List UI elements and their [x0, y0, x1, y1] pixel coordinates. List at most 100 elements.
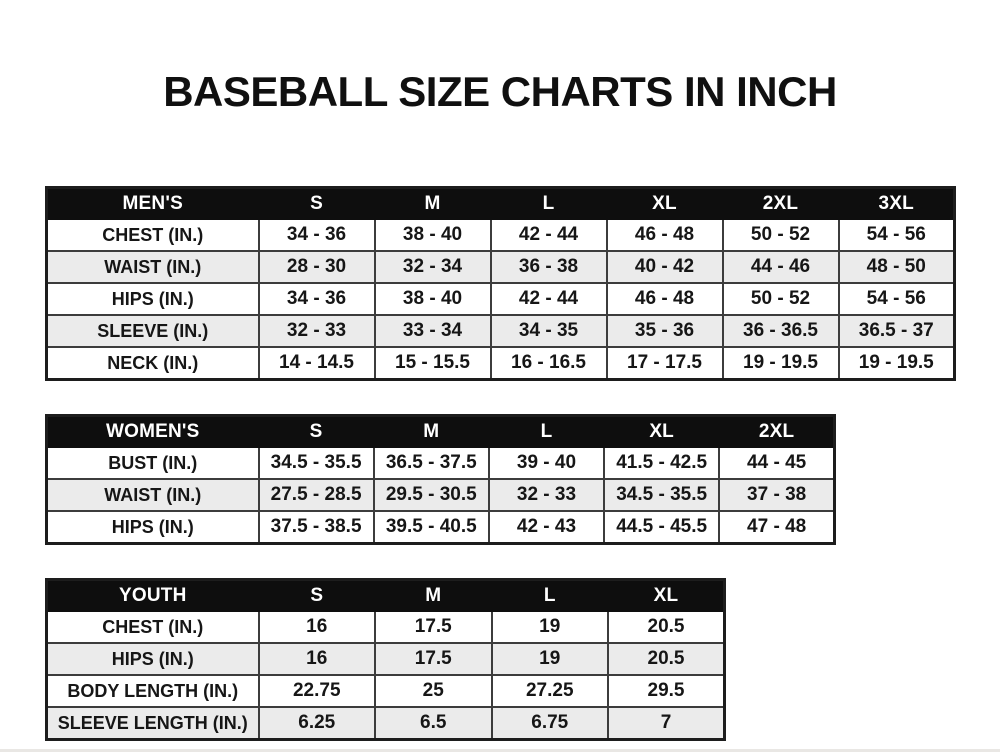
- table-row: WAIST (IN.) 27.5 - 28.5 29.5 - 30.5 32 - 33…: [45, 478, 836, 512]
- size-value: 32 - 33: [257, 314, 376, 348]
- size-value: 20.5: [607, 642, 726, 676]
- size-value: 19: [490, 610, 609, 644]
- size-value: 50 - 52: [721, 218, 840, 252]
- size-column-header: XL: [607, 578, 726, 612]
- size-value: 38 - 40: [373, 218, 492, 252]
- size-column-header: M: [373, 186, 492, 220]
- size-value: 54 - 56: [837, 218, 956, 252]
- measurement-label: BODY LENGTH (IN.): [45, 674, 260, 708]
- measurement-label: HIPS (IN.): [45, 510, 260, 545]
- table-row: SLEEVE (IN.) 32 - 33 33 - 34 34 - 35 35 - 36…: [45, 314, 956, 348]
- size-value: 6.5: [374, 706, 493, 741]
- size-column-header: S: [257, 414, 375, 448]
- size-column-header: L: [490, 578, 609, 612]
- page-bottom-edge: [0, 749, 1000, 752]
- table-title-cell: WOMEN'S: [45, 414, 260, 448]
- table-row: WAIST (IN.) 28 - 30 32 - 34 36 - 38 40 - 42 4…: [45, 250, 956, 284]
- table-row: SLEEVE LENGTH (IN.) 6.25 6.5 6.75 7: [45, 706, 726, 741]
- measurement-label: CHEST (IN.): [45, 610, 260, 644]
- size-value: 40 - 42: [605, 250, 724, 284]
- youth-size-table: YOUTH S M L XL CHEST (IN.) 16 17.5 19 20.5 HIPS (I…: [45, 578, 726, 741]
- measurement-label: WAIST (IN.): [45, 250, 260, 284]
- size-value: 7: [607, 706, 726, 741]
- size-value: 6.25: [257, 706, 376, 741]
- size-value: 36 - 36.5: [721, 314, 840, 348]
- header-row: YOUTH S M L XL: [45, 578, 726, 612]
- table-row: BUST (IN.) 34.5 - 35.5 36.5 - 37.5 39 - 40 4…: [45, 446, 836, 480]
- size-column-header: 2XL: [721, 186, 840, 220]
- size-value: 15 - 15.5: [373, 346, 492, 381]
- size-value: 47 - 48: [718, 510, 836, 545]
- size-value: 19: [490, 642, 609, 676]
- size-value: 44 - 45: [718, 446, 836, 480]
- size-value: 42 - 44: [489, 218, 608, 252]
- size-column-header: L: [487, 414, 606, 448]
- size-value: 33 - 34: [373, 314, 492, 348]
- size-column-header: 2XL: [718, 414, 836, 448]
- table-title-cell: YOUTH: [45, 578, 260, 612]
- size-value: 20.5: [607, 610, 726, 644]
- size-column-header: XL: [605, 186, 724, 220]
- size-value: 35 - 36: [605, 314, 724, 348]
- measurement-label: HIPS (IN.): [45, 282, 260, 316]
- size-value: 42 - 43: [487, 510, 606, 545]
- size-value: 54 - 56: [837, 282, 956, 316]
- size-value: 42 - 44: [489, 282, 608, 316]
- size-value: 27.5 - 28.5: [257, 478, 375, 512]
- size-value: 25: [374, 674, 493, 708]
- table-row: BODY LENGTH (IN.) 22.75 25 27.25 29.5: [45, 674, 726, 708]
- size-value: 44 - 46: [721, 250, 840, 284]
- size-value: 39 - 40: [487, 446, 606, 480]
- size-value: 22.75: [257, 674, 376, 708]
- size-value: 29.5: [607, 674, 726, 708]
- mens-size-table: MEN'S S M L XL 2XL 3XL CHEST (IN.) 34 - 36 38 - 4…: [45, 186, 956, 381]
- size-value: 37 - 38: [718, 478, 836, 512]
- size-value: 36.5 - 37: [837, 314, 956, 348]
- size-value: 50 - 52: [721, 282, 840, 316]
- header-row: WOMEN'S S M L XL 2XL: [45, 414, 836, 448]
- size-value: 46 - 48: [605, 282, 724, 316]
- size-value: 16: [257, 610, 376, 644]
- size-value: 48 - 50: [837, 250, 956, 284]
- size-charts-container: MEN'S S M L XL 2XL 3XL CHEST (IN.) 34 - 36 38 - 4…: [45, 186, 1000, 741]
- size-column-header: M: [372, 414, 490, 448]
- measurement-label: SLEEVE (IN.): [45, 314, 260, 348]
- size-value: 34.5 - 35.5: [257, 446, 375, 480]
- size-value: 17.5: [374, 610, 493, 644]
- table-title-cell: MEN'S: [45, 186, 260, 220]
- size-column-header: XL: [603, 414, 721, 448]
- size-value: 34 - 36: [257, 218, 376, 252]
- size-value: 32 - 34: [373, 250, 492, 284]
- size-value: 17.5: [374, 642, 493, 676]
- measurement-label: SLEEVE LENGTH (IN.): [45, 706, 260, 741]
- size-column-header: 3XL: [837, 186, 956, 220]
- size-value: 34.5 - 35.5: [603, 478, 721, 512]
- size-value: 19 - 19.5: [721, 346, 840, 381]
- size-column-header: S: [257, 186, 376, 220]
- womens-size-table: WOMEN'S S M L XL 2XL BUST (IN.) 34.5 - 35.5 36.5…: [45, 414, 836, 545]
- size-value: 19 - 19.5: [837, 346, 956, 381]
- measurement-label: BUST (IN.): [45, 446, 260, 480]
- size-value: 6.75: [490, 706, 609, 741]
- table-row: NECK (IN.) 14 - 14.5 15 - 15.5 16 - 16.5 17 …: [45, 346, 956, 381]
- size-value: 16: [257, 642, 376, 676]
- size-value: 27.25: [490, 674, 609, 708]
- size-value: 36.5 - 37.5: [372, 446, 490, 480]
- size-value: 28 - 30: [257, 250, 376, 284]
- size-column-header: S: [257, 578, 376, 612]
- measurement-label: WAIST (IN.): [45, 478, 260, 512]
- size-column-header: M: [374, 578, 493, 612]
- header-row: MEN'S S M L XL 2XL 3XL: [45, 186, 956, 220]
- table-row: CHEST (IN.) 34 - 36 38 - 40 42 - 44 46 - 48 5…: [45, 218, 956, 252]
- table-row: HIPS (IN.) 16 17.5 19 20.5: [45, 642, 726, 676]
- measurement-label: NECK (IN.): [45, 346, 260, 381]
- size-value: 44.5 - 45.5: [603, 510, 721, 545]
- size-value: 14 - 14.5: [257, 346, 376, 381]
- size-value: 38 - 40: [373, 282, 492, 316]
- size-value: 39.5 - 40.5: [372, 510, 490, 545]
- size-value: 16 - 16.5: [489, 346, 608, 381]
- size-value: 46 - 48: [605, 218, 724, 252]
- size-value: 36 - 38: [489, 250, 608, 284]
- size-value: 37.5 - 38.5: [257, 510, 375, 545]
- size-value: 34 - 36: [257, 282, 376, 316]
